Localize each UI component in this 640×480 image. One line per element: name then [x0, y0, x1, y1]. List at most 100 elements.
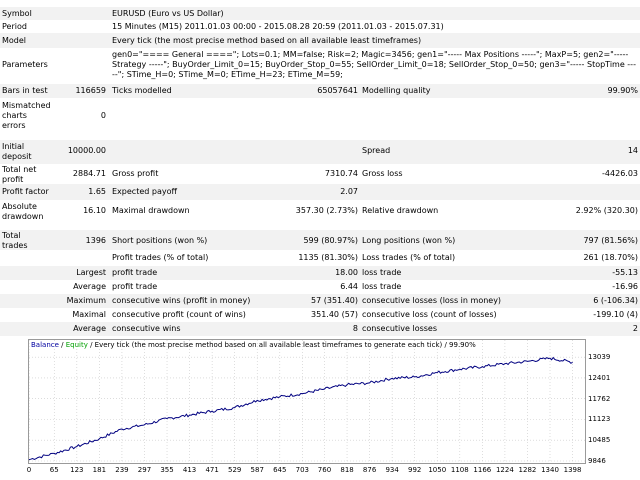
- quality-value: 99.90%: [607, 86, 638, 95]
- net-profit-label: Total net profit: [2, 165, 37, 184]
- y-tick-label-0: 9846: [588, 457, 606, 465]
- balance-chart-plot: [29, 340, 585, 463]
- gross-loss-label: Gross loss: [362, 169, 403, 178]
- row-bg-profitfactor: [0, 184, 640, 200]
- period-label: Period: [2, 22, 27, 31]
- x-tick-label-14: 818: [340, 466, 354, 474]
- total-trades-value: 1396: [85, 236, 106, 245]
- maximal-consec-loss-value: -199.10 (4): [593, 310, 638, 319]
- max-consec-wins-label: consecutive wins (profit in money): [112, 296, 251, 305]
- x-tick-label-20: 1166: [473, 466, 492, 474]
- row-bg-average2: [0, 322, 640, 336]
- x-tick-label-3: 181: [92, 466, 107, 474]
- y-tick-label-4: 12401: [588, 373, 611, 382]
- max-consec-wins-value: 57 (351.40): [311, 296, 358, 305]
- average-consec-wins-value: 8: [352, 324, 358, 333]
- period-value: 15 Minutes (M15) 2011.01.03 00:00 - 2015…: [112, 22, 444, 31]
- x-tick-label-5: 297: [137, 466, 152, 474]
- x-tick-label-2: 123: [70, 466, 84, 474]
- x-tick-label-15: 876: [362, 466, 377, 474]
- long-positions-label: Long positions (won %): [362, 236, 456, 245]
- quality-label: Modelling quality: [362, 86, 431, 95]
- symbol-label: Symbol: [2, 9, 32, 18]
- average-loss-label: loss trade: [362, 282, 402, 291]
- x-tick-label-21: 1224: [495, 466, 514, 474]
- parameters-label: Parameters: [2, 60, 48, 69]
- model-label: Model: [2, 36, 27, 45]
- legend-separator: /: [58, 341, 66, 349]
- x-tick-label-6: 355: [160, 466, 174, 474]
- x-tick-label-17: 992: [408, 466, 422, 474]
- maximal-consec-profit-value: 351.40 (57): [311, 310, 358, 319]
- x-tick-label-16: 934: [385, 466, 399, 474]
- largest-profit-value: 18.00: [335, 268, 358, 277]
- expected-payoff-label: Expected payoff: [112, 187, 177, 196]
- max-consec-losses-value: 6 (-106.34): [593, 296, 638, 305]
- gross-loss-value: -4426.03: [602, 169, 638, 178]
- y-tick-label-1: 10485: [588, 436, 611, 445]
- profit-trades-label: Profit trades (% of total): [112, 253, 209, 262]
- initial-deposit-value: 10000.00: [67, 146, 106, 155]
- x-tick-label-4: 239: [115, 466, 129, 474]
- y-tick-label-5: 13039: [588, 353, 611, 362]
- average-loss-value: -16.96: [612, 282, 638, 291]
- y-tick-label-3: 11762: [588, 394, 611, 403]
- x-tick-label-9: 529: [227, 466, 242, 474]
- x-tick-label-11: 645: [273, 466, 287, 474]
- bars-label: Bars in test: [2, 86, 48, 95]
- net-profit-value: 2884.71: [72, 169, 106, 178]
- average-consec-label: Average: [73, 324, 106, 333]
- total-trades-label: Total trades: [2, 231, 28, 250]
- row-bg-totaltrades: [0, 230, 640, 250]
- long-positions-value: 797 (81.56%): [583, 236, 638, 245]
- largest-label: Largest: [76, 268, 106, 277]
- x-tick-label-10: 587: [250, 466, 264, 474]
- average-consec-wins-label: consecutive wins: [112, 324, 181, 333]
- abs-drawdown-label: Absolute drawdown: [2, 202, 44, 221]
- expected-payoff-value: 2.07: [340, 187, 358, 196]
- x-tick-label-22: 1282: [518, 466, 537, 474]
- row-bg-symbol: [0, 7, 640, 20]
- max-consec-losses-label: consecutive losses (loss in money): [362, 296, 502, 305]
- average-consec-losses-value: 2: [632, 324, 638, 333]
- legend-balance: Balance: [31, 341, 59, 349]
- row-bg-model: [0, 33, 640, 48]
- x-tick-label-18: 1050: [428, 466, 447, 474]
- x-tick-label-8: 471: [205, 466, 219, 474]
- largest-loss-label: loss trade: [362, 268, 402, 277]
- maximal-drawdown-label: Maximal drawdown: [112, 206, 190, 215]
- gross-profit-value: 7310.74: [324, 169, 358, 178]
- largest-loss-value: -55.13: [612, 268, 638, 277]
- x-tick-label-0: 0: [26, 466, 32, 474]
- short-positions-label: Short positions (won %): [112, 236, 208, 245]
- spread-label: Spread: [362, 146, 391, 155]
- symbol-value: EURUSD (Euro vs US Dollar): [112, 9, 224, 18]
- average-profit-label: profit trade: [112, 282, 158, 291]
- legend-description: / Every tick (the most precise method ba…: [87, 341, 476, 349]
- row-bg-largest: [0, 266, 640, 280]
- ticks-label: Ticks modelled: [112, 86, 172, 95]
- mismatched-label: Mismatched charts errors: [2, 101, 51, 130]
- maximal-consec-loss-label: consecutive loss (count of losses): [362, 310, 497, 319]
- row-bg-initial: [0, 140, 640, 164]
- bars-value: 116659: [75, 86, 106, 95]
- y-tick-label-2: 11123: [588, 415, 611, 424]
- x-tick-label-13: 760: [317, 466, 332, 474]
- spread-value: 14: [627, 146, 638, 155]
- maximal-drawdown-value: 357.30 (2.73%): [295, 206, 358, 215]
- x-tick-label-12: 703: [295, 466, 310, 474]
- chart-legend: Balance / Equity / Every tick (the most …: [31, 341, 476, 350]
- average-label: Average: [73, 282, 106, 291]
- largest-profit-label: profit trade: [112, 268, 158, 277]
- initial-deposit-label: Initial deposit: [2, 142, 32, 161]
- abs-drawdown-value: 16.10: [83, 206, 106, 215]
- loss-trades-value: 261 (18.70%): [583, 253, 638, 262]
- x-tick-label-7: 413: [182, 466, 197, 474]
- x-tick-label-1: 65: [49, 466, 59, 474]
- average-consec-losses-label: consecutive losses: [362, 324, 438, 333]
- maximal-label: Maximal: [72, 310, 106, 319]
- maximum-label: Maximum: [66, 296, 106, 305]
- average-profit-value: 6.44: [340, 282, 358, 291]
- relative-drawdown-value: 2.92% (320.30): [575, 206, 638, 215]
- gross-profit-label: Gross profit: [112, 169, 159, 178]
